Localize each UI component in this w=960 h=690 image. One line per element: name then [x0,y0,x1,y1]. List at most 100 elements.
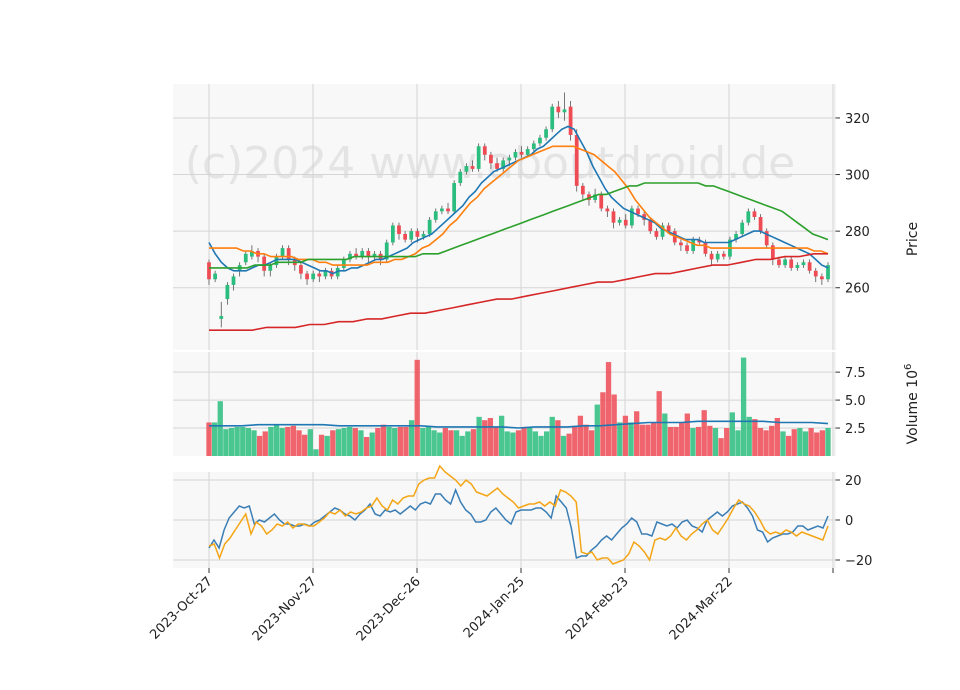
volume-bar [256,435,263,456]
candle-body [360,250,365,257]
y-tick-label: 320 [845,112,870,127]
candle-body [348,253,352,260]
volume-bar [763,430,769,456]
candle-body [666,225,671,232]
x-tick-label: 2023-Nov-27 [250,574,320,644]
volume-bar [594,404,600,456]
candle-body [770,245,775,260]
candle-body [574,134,579,186]
volume-bar [487,417,494,456]
volume-bar [290,425,297,456]
volume-bar [600,392,606,456]
volume-bar [628,422,634,456]
volume-bar [560,435,567,456]
candle-body [476,146,481,169]
candle-body [734,233,738,240]
volume-bar [735,430,741,456]
candle-body [403,233,408,240]
candle-body [219,316,224,319]
volume-bar [498,415,505,456]
candle-body [605,208,610,212]
volume-bar [589,430,595,456]
candle-body [623,219,628,226]
volume-bar [217,401,223,456]
volume-bar [425,425,432,456]
candle-body [262,256,267,271]
candle-body [629,208,634,226]
volume-bar [769,425,775,456]
volume-bar [251,430,257,456]
candle-body [366,250,371,257]
candle-body [427,219,432,234]
price-panel-bg [173,84,835,350]
y-tick-label: 280 [845,225,870,240]
volume-bar [414,359,420,456]
volume-bar [448,430,454,456]
candle-body [225,284,230,300]
volume-bar [245,428,252,456]
candle-body [274,256,279,266]
volume-bar [296,430,302,456]
candle-body [231,276,236,285]
x-tick-label: 2023-Dec-26 [354,574,424,644]
volume-average-line [209,420,829,429]
volume-bar [397,426,403,456]
candle-body [384,242,389,260]
candle-body [323,270,328,277]
candle-body [470,166,475,169]
volume-bar [695,426,702,456]
candle-body [568,106,573,135]
candle-body [458,171,463,184]
volume-axis-exponent: 6 [903,364,914,370]
candle-body [654,231,659,237]
volume-layer [206,357,831,456]
candle-body [433,211,438,220]
candle-body [501,160,506,169]
candle-body [311,273,316,280]
candle-body [691,239,696,251]
candle-body [250,250,254,257]
volume-bar [679,422,685,456]
candle-body [685,245,689,251]
candle-body [580,185,585,195]
volume-bar [420,428,426,456]
candle-body [556,106,561,113]
volume-bar [729,412,735,456]
volume-bar [358,430,364,456]
volume-bar [363,436,370,456]
candle-body [519,151,524,155]
volume-bar [639,424,645,456]
volume-bar [273,424,280,456]
volume-bar [240,426,246,456]
volume-bar [268,426,274,456]
volume-bar [791,429,797,456]
volume-bar [392,428,398,456]
volume-bar [493,426,499,456]
volume-bar [211,422,218,456]
candle-body [679,242,683,246]
volume-bar [684,413,690,456]
y-tick-label: 20 [845,474,862,489]
candle-body [789,259,794,268]
candle-body [507,157,512,161]
x-tick-label: 2024-Mar-22 [667,574,736,643]
volume-bar [431,430,437,456]
volume-bar [228,428,235,456]
candle-body [207,262,211,280]
volume-bar [206,422,212,456]
volume-bar [352,428,358,456]
volume-bar [712,428,719,456]
candle-body [531,143,536,150]
volume-bar [324,435,330,456]
candle-body [452,183,457,212]
candle-body [826,265,830,280]
volume-bar [673,426,679,456]
candle-body [415,231,420,237]
volume-bar [307,429,313,456]
volume-bar [335,429,342,456]
volume-bar [724,428,730,456]
candle-body [464,166,469,172]
candle-body [709,253,714,260]
volume-bar [510,432,516,456]
